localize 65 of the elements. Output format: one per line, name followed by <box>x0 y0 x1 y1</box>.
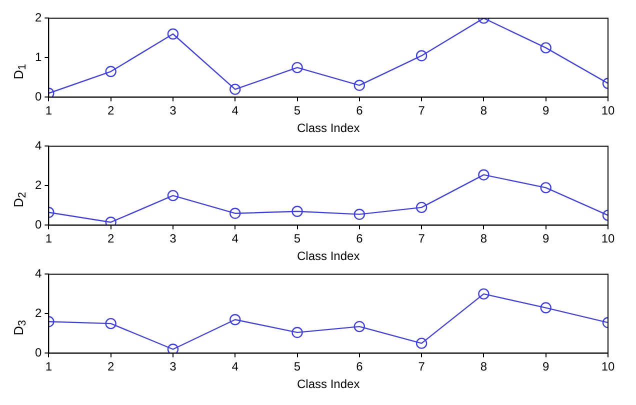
x-axis-title: Class Index <box>296 377 360 392</box>
x-tick-label: 8 <box>480 104 488 118</box>
x-tick-label: 6 <box>356 232 364 246</box>
point <box>540 302 552 314</box>
x-tick-label: 7 <box>418 232 426 246</box>
x-tick-label: 8 <box>480 360 488 374</box>
y-tick-label: 2 <box>34 178 42 192</box>
y-tick-label: 0 <box>34 90 42 104</box>
x-tick-label: 4 <box>232 360 239 374</box>
x-tick-label: 10 <box>601 232 615 246</box>
point <box>416 202 428 214</box>
point <box>105 66 116 78</box>
point <box>292 326 303 338</box>
y-tick-label: 4 <box>34 266 42 281</box>
x-tick-label: 1 <box>45 104 52 118</box>
point <box>478 169 490 180</box>
y-tick-label: 4 <box>34 138 42 153</box>
point <box>416 50 428 62</box>
point <box>105 216 116 226</box>
x-tick-label: 1 <box>45 232 52 246</box>
x-tick-label: 6 <box>356 360 364 374</box>
x-tick-label: 9 <box>542 232 550 246</box>
point <box>416 338 428 349</box>
point <box>167 28 179 40</box>
x-tick-label: 5 <box>294 104 301 118</box>
point <box>292 206 303 217</box>
point <box>354 80 366 91</box>
point <box>540 42 552 54</box>
x-tick-label: 3 <box>170 104 177 118</box>
x-tick-label: 10 <box>601 104 615 118</box>
point <box>354 208 366 220</box>
x-tick-label: 2 <box>107 104 114 118</box>
x-tick-label: 9 <box>542 360 550 374</box>
x-tick-label: 4 <box>232 232 239 246</box>
x-tick-label: 6 <box>356 104 364 118</box>
x-tick-label: 3 <box>170 232 177 246</box>
x-axis-title: Class Index <box>296 121 360 136</box>
y-tick-label: 1 <box>34 50 42 64</box>
y-tick-label: 2 <box>34 10 42 25</box>
x-tick-label: 8 <box>480 232 488 246</box>
x-tick-label: 7 <box>418 104 426 118</box>
x-tick-label: 1 <box>45 360 52 374</box>
point <box>105 318 116 330</box>
x-axis-title: Class Index <box>296 249 360 264</box>
point <box>354 320 366 332</box>
point <box>292 62 303 74</box>
y-tick-label: 0 <box>34 218 42 232</box>
x-tick-label: 7 <box>418 360 426 374</box>
point <box>230 208 241 219</box>
point <box>540 182 552 194</box>
y-tick-label: 0 <box>34 346 42 360</box>
point <box>478 288 490 300</box>
x-tick-label: 5 <box>294 232 301 246</box>
x-tick-label: 9 <box>542 104 550 118</box>
x-tick-label: 3 <box>170 360 177 374</box>
x-tick-label: 5 <box>294 360 301 374</box>
x-tick-label: 2 <box>107 360 114 374</box>
x-tick-label: 4 <box>232 104 239 118</box>
point <box>230 314 241 326</box>
x-tick-label: 2 <box>107 232 114 246</box>
point <box>167 344 179 354</box>
y-tick-label: 2 <box>34 306 42 320</box>
point <box>230 84 241 95</box>
point <box>167 190 179 202</box>
x-tick-label: 10 <box>601 360 615 374</box>
